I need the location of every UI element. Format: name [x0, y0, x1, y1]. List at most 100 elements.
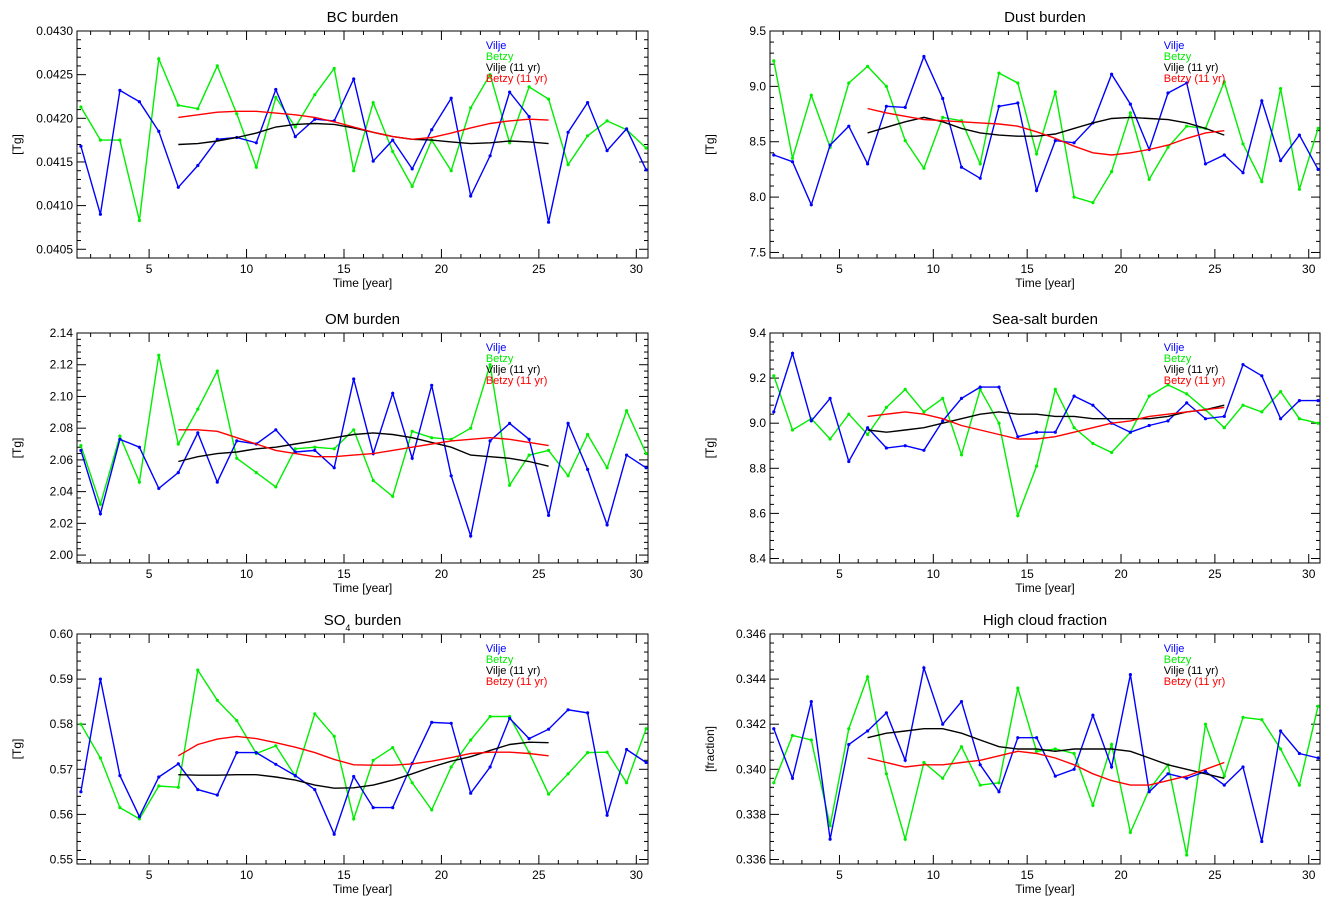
data-point — [176, 103, 180, 107]
x-tick-label: 15 — [337, 567, 351, 581]
data-point — [903, 837, 907, 841]
data-point — [118, 88, 122, 92]
data-point — [1279, 729, 1283, 733]
series-line-betzy — [80, 355, 647, 507]
y-tick-label: 0.346 — [736, 627, 766, 641]
x-tick-label: 30 — [1302, 567, 1316, 581]
x-tick-label: 15 — [1020, 262, 1034, 276]
x-tick-label: 15 — [1020, 868, 1034, 882]
data-point — [884, 446, 889, 450]
data-point — [847, 742, 851, 747]
data-point — [176, 185, 180, 189]
data-point — [176, 471, 180, 475]
data-point — [508, 716, 512, 720]
data-point — [772, 153, 776, 157]
chart-panel-4: Sea-salt burden 5 10 15 20 25 30 8.4 8.6 8.8 9.0 9.… — [703, 311, 1321, 595]
data-point — [1185, 392, 1189, 396]
data-point — [997, 104, 1001, 108]
plot-frame — [769, 332, 1321, 564]
chart-title-suffix: burden — [350, 612, 401, 629]
x-tick-label: 20 — [1114, 868, 1128, 882]
x-tick-label: 5 — [836, 262, 843, 276]
series-group — [79, 668, 648, 837]
y-tick-label: 0.0425 — [36, 68, 73, 82]
data-point — [313, 712, 317, 716]
y-tick-label: 0.0405 — [36, 242, 73, 256]
data-point — [1035, 188, 1039, 193]
data-point — [547, 220, 551, 224]
data-point — [566, 130, 570, 134]
data-point — [903, 444, 907, 448]
data-point — [809, 203, 813, 207]
plot-frame — [76, 633, 649, 865]
data-point — [605, 523, 609, 527]
data-point — [1279, 390, 1283, 394]
y-tick-label: 2.10 — [50, 389, 74, 403]
data-point — [118, 774, 122, 778]
data-point — [1260, 374, 1264, 378]
data-point — [488, 363, 492, 367]
data-point — [941, 419, 945, 423]
y-tick-label: 9.2 — [749, 371, 766, 385]
series-line-betzy-11-yr- — [178, 110, 549, 141]
y-tick-label: 0.342 — [736, 717, 766, 731]
data-point — [884, 711, 889, 715]
legend-entry: Vilje — [1164, 342, 1185, 354]
data-point — [828, 824, 832, 828]
data-point — [274, 95, 278, 99]
y-tick-label: 0.336 — [736, 852, 766, 866]
y-tick-label: 0.344 — [736, 672, 766, 686]
data-point — [866, 64, 870, 68]
data-point — [941, 96, 945, 101]
data-point — [371, 758, 375, 762]
data-point — [488, 154, 492, 158]
data-point — [586, 711, 590, 715]
data-point — [772, 59, 776, 63]
y-tick-label: 2.02 — [50, 516, 74, 530]
data-point — [828, 437, 832, 441]
data-point — [625, 781, 629, 785]
data-point — [1091, 803, 1095, 808]
data-point — [469, 738, 473, 742]
legend-entry: Vilje — [486, 643, 507, 655]
x-tick-label: 25 — [1208, 868, 1222, 882]
legend-entry: Vilje — [1164, 40, 1185, 52]
data-point — [410, 456, 414, 460]
series-line-vilje — [773, 350, 1319, 464]
data-point — [313, 448, 317, 452]
y-axis-label: [Tg] — [703, 438, 717, 459]
series-line-vilje — [773, 665, 1319, 842]
data-point — [98, 212, 102, 216]
data-point — [847, 124, 851, 128]
data-point — [118, 138, 122, 142]
data-point — [547, 448, 551, 452]
x-tick-label: 15 — [1020, 567, 1034, 581]
data-point — [605, 466, 609, 470]
data-point — [644, 727, 648, 731]
data-point — [941, 722, 945, 726]
x-tick-label: 20 — [435, 567, 449, 581]
data-point — [235, 456, 239, 460]
x-tick-label: 25 — [1208, 262, 1222, 276]
data-point — [1053, 387, 1057, 391]
data-point — [922, 166, 926, 170]
series-group — [772, 350, 1320, 519]
x-tick-label: 25 — [532, 262, 546, 276]
data-point — [196, 668, 200, 672]
data-point — [1316, 756, 1320, 760]
data-point — [625, 747, 629, 752]
data-point — [235, 112, 239, 116]
data-point — [430, 128, 434, 132]
data-point — [790, 776, 795, 780]
data-point — [790, 351, 795, 355]
data-point — [1072, 141, 1076, 145]
legend-entry: Betzy (11 yr) — [1164, 73, 1226, 85]
data-point — [215, 793, 219, 797]
data-point — [391, 149, 395, 154]
data-point — [959, 453, 964, 457]
series-group — [772, 54, 1320, 207]
data-point — [1110, 450, 1114, 455]
data-point — [790, 156, 795, 160]
data-point — [941, 396, 945, 400]
data-point — [1203, 162, 1208, 166]
